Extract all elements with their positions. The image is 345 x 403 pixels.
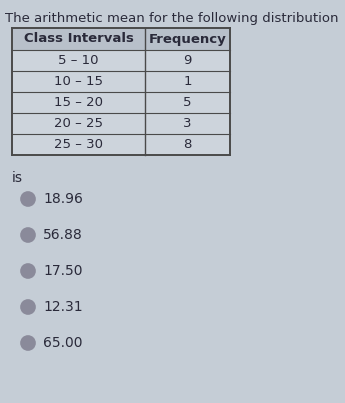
- Text: 9: 9: [183, 54, 192, 67]
- Bar: [12, 28, 230, 155]
- Circle shape: [21, 264, 35, 278]
- Text: Class Intervals: Class Intervals: [23, 33, 134, 46]
- Circle shape: [21, 192, 35, 206]
- Text: 5: 5: [183, 96, 192, 109]
- Text: Frequency: Frequency: [149, 33, 226, 46]
- Text: 1: 1: [183, 75, 192, 88]
- Circle shape: [21, 336, 35, 350]
- Text: 3: 3: [183, 117, 192, 130]
- Text: 20 – 25: 20 – 25: [54, 117, 103, 130]
- Text: 56.88: 56.88: [43, 228, 83, 242]
- Text: 17.50: 17.50: [43, 264, 82, 278]
- Bar: [12, 28, 230, 50]
- Text: is: is: [12, 171, 23, 185]
- Text: 25 – 30: 25 – 30: [54, 138, 103, 151]
- Text: 15 – 20: 15 – 20: [54, 96, 103, 109]
- Text: 10 – 15: 10 – 15: [54, 75, 103, 88]
- Text: 65.00: 65.00: [43, 336, 82, 350]
- Text: The arithmetic mean for the following distribution: The arithmetic mean for the following di…: [5, 12, 339, 25]
- Circle shape: [21, 300, 35, 314]
- Text: 18.96: 18.96: [43, 192, 83, 206]
- Text: 8: 8: [183, 138, 192, 151]
- Text: 5 – 10: 5 – 10: [58, 54, 99, 67]
- Text: 12.31: 12.31: [43, 300, 82, 314]
- Circle shape: [21, 228, 35, 242]
